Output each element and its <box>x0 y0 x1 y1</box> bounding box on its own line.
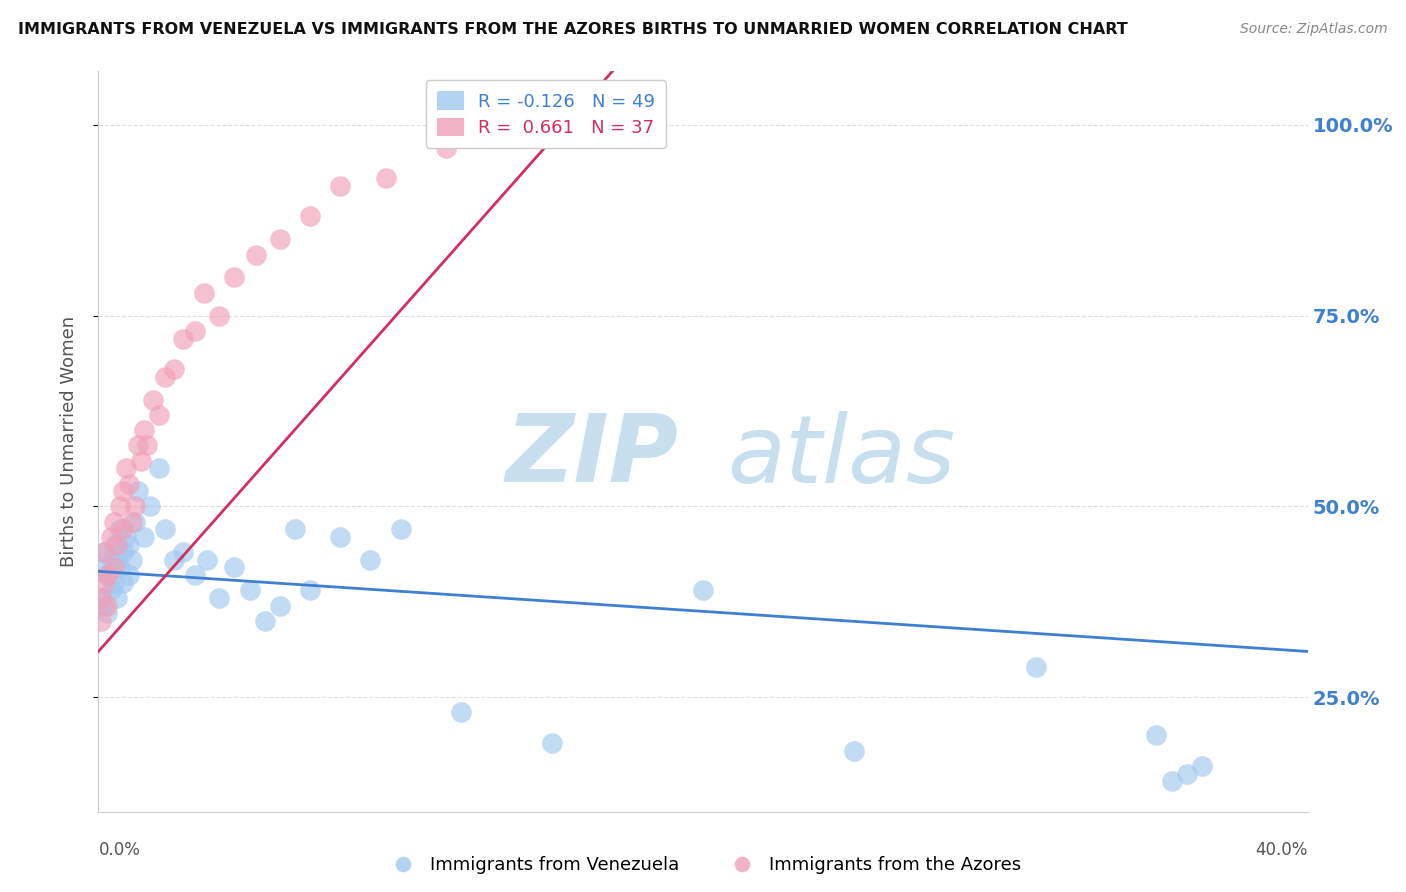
Point <box>129 453 152 467</box>
Point <box>96 568 118 582</box>
Point <box>111 545 134 559</box>
Point <box>93 545 115 559</box>
Point <box>1175 766 1198 780</box>
Y-axis label: Births to Unmarried Women: Births to Unmarried Women <box>59 316 77 567</box>
Point <box>1160 774 1182 789</box>
Point <box>105 553 128 567</box>
Point <box>193 285 215 300</box>
Point <box>132 423 155 437</box>
Point <box>127 438 149 452</box>
Point <box>100 553 122 567</box>
Point <box>96 607 118 621</box>
Point <box>135 438 157 452</box>
Point <box>124 500 146 514</box>
Point <box>90 614 112 628</box>
Point <box>148 408 170 422</box>
Point <box>224 270 246 285</box>
Point <box>139 500 162 514</box>
Point <box>360 553 382 567</box>
Point <box>132 530 155 544</box>
Legend: R = -0.126   N = 49, R =  0.661   N = 37: R = -0.126 N = 49, R = 0.661 N = 37 <box>426 80 666 148</box>
Point <box>239 583 262 598</box>
Point <box>299 210 322 224</box>
Point <box>90 560 112 574</box>
Text: 40.0%: 40.0% <box>1256 841 1308 859</box>
Point <box>1191 759 1213 773</box>
Point <box>111 575 134 590</box>
Point <box>124 515 146 529</box>
Point <box>153 369 176 384</box>
Point <box>114 461 136 475</box>
Point <box>184 568 207 582</box>
Point <box>118 538 141 552</box>
Point <box>127 484 149 499</box>
Point <box>121 553 143 567</box>
Point <box>108 500 131 514</box>
Point <box>299 583 322 598</box>
Point <box>184 324 207 338</box>
Point <box>245 247 267 261</box>
Point <box>1024 659 1046 673</box>
Point <box>269 232 291 246</box>
Point <box>103 560 125 574</box>
Point <box>195 553 218 567</box>
Point <box>96 599 118 613</box>
Point <box>172 545 194 559</box>
Point <box>111 522 134 536</box>
Point <box>172 331 194 345</box>
Text: ZIP: ZIP <box>506 410 679 502</box>
Point <box>450 706 472 720</box>
Point <box>103 575 125 590</box>
Point <box>105 538 128 552</box>
Point <box>284 522 307 536</box>
Text: IMMIGRANTS FROM VENEZUELA VS IMMIGRANTS FROM THE AZORES BIRTHS TO UNMARRIED WOME: IMMIGRANTS FROM VENEZUELA VS IMMIGRANTS … <box>18 22 1128 37</box>
Point <box>108 560 131 574</box>
Point <box>96 568 118 582</box>
Point <box>329 178 352 193</box>
Point <box>100 583 122 598</box>
Point <box>114 530 136 544</box>
Point <box>153 522 176 536</box>
Point <box>692 583 714 598</box>
Point <box>434 141 457 155</box>
Point <box>389 522 412 536</box>
Point <box>90 591 112 605</box>
Point <box>142 392 165 407</box>
Point <box>844 744 866 758</box>
Point <box>526 125 548 139</box>
Point <box>540 736 562 750</box>
Point <box>329 530 352 544</box>
Point <box>93 575 115 590</box>
Point <box>253 614 276 628</box>
Point <box>121 515 143 529</box>
Legend: Immigrants from Venezuela, Immigrants from the Azores: Immigrants from Venezuela, Immigrants fr… <box>377 849 1029 881</box>
Point <box>163 362 186 376</box>
Text: 0.0%: 0.0% <box>98 841 141 859</box>
Point <box>1144 728 1167 742</box>
Point <box>148 461 170 475</box>
Point <box>103 515 125 529</box>
Point <box>103 538 125 552</box>
Text: Source: ZipAtlas.com: Source: ZipAtlas.com <box>1240 22 1388 37</box>
Point <box>93 599 115 613</box>
Point <box>100 530 122 544</box>
Point <box>208 309 231 323</box>
Point <box>93 545 115 559</box>
Point <box>118 476 141 491</box>
Point <box>224 560 246 574</box>
Point <box>118 568 141 582</box>
Point <box>163 553 186 567</box>
Point <box>208 591 231 605</box>
Point <box>111 484 134 499</box>
Point <box>105 591 128 605</box>
Point <box>269 599 291 613</box>
Point <box>108 522 131 536</box>
Text: atlas: atlas <box>727 411 956 502</box>
Point <box>374 171 396 186</box>
Point <box>90 591 112 605</box>
